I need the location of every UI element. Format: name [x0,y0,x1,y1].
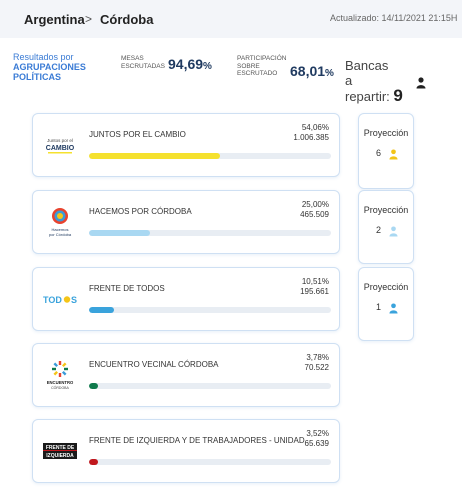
party-percent: 3,78% [306,353,329,362]
party-percent: 3,52% [306,429,329,438]
seats-count: 9 [393,86,403,105]
party-card[interactable]: Hacemos por Córdoba HACEMOS POR CÓRDOBA 2… [32,190,340,254]
hacemos-por-cordoba-logo: Hacemos por Córdoba [43,203,77,241]
vote-share-bar [89,307,331,313]
projection-seats: 2 [376,225,382,235]
party-card[interactable]: TOD S FRENTE DE TODOS 10,51% 195.661 [32,267,340,331]
vote-share-bar [89,459,331,465]
summary-title-line3: POLÍTICAS [13,72,62,82]
svg-text:FRENTE DE: FRENTE DE [46,445,75,451]
svg-text:Hacemos: Hacemos [52,227,69,232]
mesas-value: 94,69% [168,56,212,72]
seats-label-line3: repartir: 9 [345,86,435,105]
party-name: FRENTE DE IZQUIERDA Y DE TRABAJADORES - … [89,436,305,445]
svg-text:ENCUENTRO: ENCUENTRO [47,380,74,385]
party-percent: 10,51% [301,277,329,286]
svg-text:TOD: TOD [43,295,62,305]
breadcrumb-province[interactable]: Córdoba [100,12,154,27]
breadcrumb-separator: > [85,12,93,26]
participacion-label-line1: PARTICIPACIÓN [237,55,287,62]
participacion-label-line3: ESCRUTADO [237,70,278,77]
mesas-number: 94,69 [168,56,204,72]
vote-share-bar [89,383,331,389]
projection-seats: 1 [376,302,382,312]
seats-label-text: repartir: [345,89,390,104]
party-votes: 70.522 [304,363,329,372]
svg-text:IZQUIERDA: IZQUIERDA [46,453,74,459]
summary-title: Resultados por AGRUPACIONES POLÍTICAS [13,52,103,82]
person-icon [389,147,398,165]
mesas-label-line1: MESAS [121,55,144,62]
projection-box: Proyección 1 [358,267,414,341]
mesas-label-line2: ESCRUTADAS [121,62,165,70]
party-card[interactable]: ENCUENTRO CÓRDOBA ENCUENTRO VECINAL CÓRDO… [32,343,340,407]
last-updated: Actualizado: 14/11/2021 21:15H [330,13,458,23]
vote-share-bar-fill [89,383,99,389]
seats-label-line2: a [345,73,353,88]
svg-text:por Córdoba: por Córdoba [49,232,72,237]
svg-text:CAMBIO: CAMBIO [46,145,75,152]
vote-share-bar-fill [89,230,150,236]
party-name: HACEMOS POR CÓRDOBA [89,207,192,216]
participacion-number: 68,01 [290,63,326,79]
seats-label-line1: Bancas [345,58,389,73]
vote-share-bar-fill [89,459,98,465]
projection-box: Proyección 2 [358,190,414,264]
svg-text:S: S [71,295,77,305]
frente-de-todos-logo: TOD S [43,280,77,318]
party-percent: 54,06% [301,123,329,132]
header-bar: Argentina > Córdoba Actualizado: 14/11/2… [0,0,462,38]
summary-title-line1: Resultados por [13,52,74,62]
party-card[interactable]: Juntos por el CAMBIO JUNTOS POR EL CAMBIO… [32,113,340,177]
participacion-value: 68,01% [290,63,334,79]
participacion-unit: % [325,68,334,79]
summary-title-line2: AGRUPACIONES [13,62,86,72]
person-icon [416,76,426,94]
juntos-por-el-cambio-logo: Juntos por el CAMBIO [43,126,77,164]
party-percent: 25,00% [301,200,329,209]
mesas-label: MESAS ESCRUTADAS [121,55,165,70]
seats-to-distribute: Bancas a repartir: 9 [345,58,435,104]
mesas-unit: % [203,61,212,72]
encuentro-vecinal-logo: ENCUENTRO CÓRDOBA [43,356,77,394]
participacion-label-line2: SOBRE [237,62,260,70]
party-votes: 65.639 [304,439,329,448]
party-votes: 1.006.385 [293,133,329,142]
person-icon [389,301,398,319]
projection-seats: 6 [376,148,382,158]
breadcrumb-country[interactable]: Argentina [24,12,85,27]
vote-share-bar-fill [89,307,115,313]
person-icon [389,224,398,242]
party-name: FRENTE DE TODOS [89,284,165,293]
projection-label: Proyección [363,205,409,215]
participacion-label: PARTICIPACIÓN SOBRE ESCRUTADO [237,55,286,78]
vote-share-bar [89,230,331,236]
projection-label: Proyección [363,282,409,292]
vote-share-bar-fill [89,153,220,159]
projection-label: Proyección [363,128,409,138]
party-card[interactable]: FRENTE DE IZQUIERDA FRENTE DE IZQUIERDA Y… [32,419,340,483]
svg-text:CÓRDOBA: CÓRDOBA [51,385,69,390]
vote-share-bar [89,153,331,159]
party-votes: 465.509 [300,210,329,219]
party-name: ENCUENTRO VECINAL CÓRDOBA [89,360,219,369]
party-votes: 195.661 [300,287,329,296]
frente-de-izquierda-logo: FRENTE DE IZQUIERDA [43,432,77,470]
svg-text:Juntos por el: Juntos por el [47,138,73,143]
party-name: JUNTOS POR EL CAMBIO [89,130,186,139]
projection-box: Proyección 6 [358,113,414,189]
